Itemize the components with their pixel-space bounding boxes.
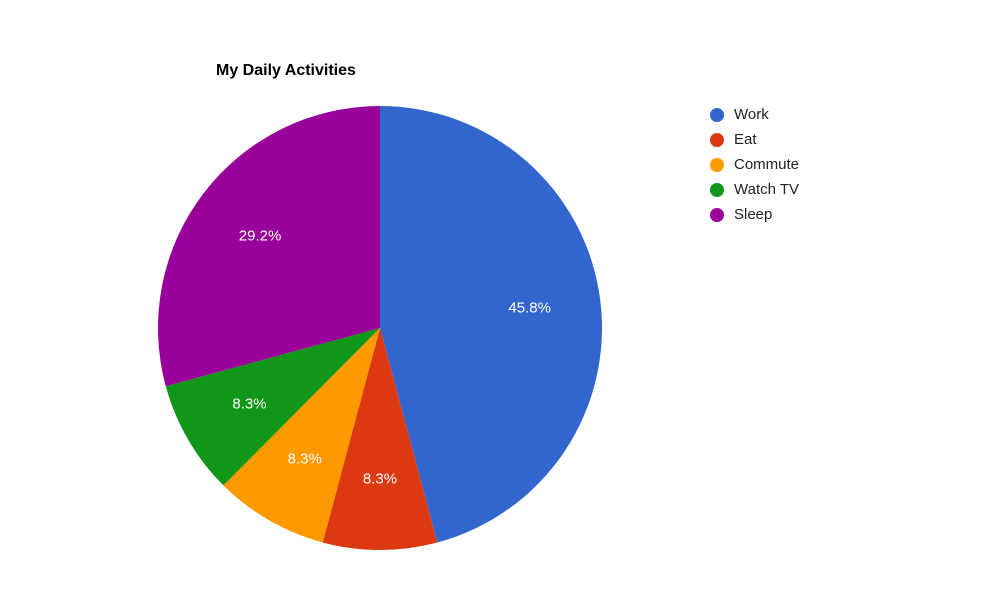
legend-item-work: Work (710, 106, 799, 123)
legend-dot-icon (710, 108, 724, 122)
legend-label: Commute (734, 156, 799, 173)
legend-item-watch-tv: Watch TV (710, 181, 799, 198)
legend: Work Eat Commute Watch TV Sleep (710, 106, 799, 231)
slice-label-work: 45.8% (508, 300, 551, 317)
slice-label-commute: 8.3% (288, 450, 322, 467)
legend-label: Watch TV (734, 181, 799, 198)
slice-label-sleep: 29.2% (239, 228, 282, 245)
legend-label: Eat (734, 131, 757, 148)
legend-dot-icon (710, 183, 724, 197)
slice-label-eat: 8.3% (363, 470, 397, 487)
legend-dot-icon (710, 208, 724, 222)
legend-dot-icon (710, 133, 724, 147)
chart-title: My Daily Activities (216, 62, 356, 80)
legend-label: Sleep (734, 206, 772, 223)
pie-chart: 45.8% 8.3% 8.3% 8.3% 29.2% (158, 106, 602, 550)
legend-item-eat: Eat (710, 131, 799, 148)
legend-item-commute: Commute (710, 156, 799, 173)
slice-label-watch-tv: 8.3% (232, 395, 266, 412)
legend-label: Work (734, 106, 769, 123)
legend-dot-icon (710, 158, 724, 172)
legend-item-sleep: Sleep (710, 206, 799, 223)
